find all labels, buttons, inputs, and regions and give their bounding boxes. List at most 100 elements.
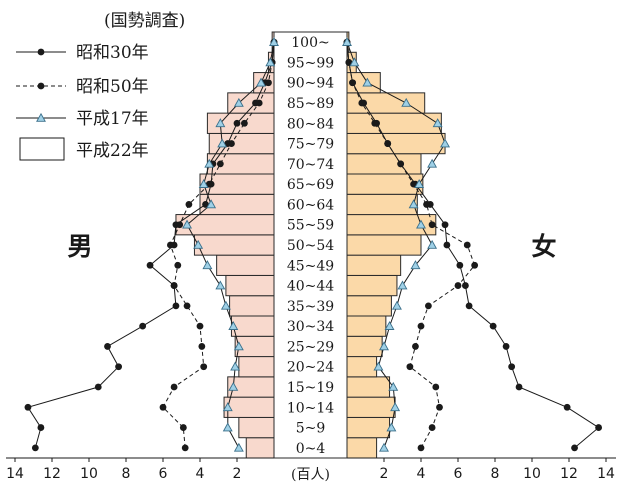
male-h17-point-11 [182, 219, 193, 229]
female-tick-label-2: 2 [380, 466, 389, 482]
age-label-column: 0~4 5~9 10~14 15~19 20~24 25~29 30~34 35~39 40~4… [273, 31, 348, 459]
female-s30-point-5 [502, 343, 510, 350]
male-bar-17 [227, 92, 275, 114]
male-h17-point-6 [228, 321, 239, 330]
female-tick-label-6: 6 [454, 466, 463, 482]
female-s30-point-9 [456, 261, 464, 269]
female-h17-point-11 [416, 219, 426, 229]
female-tick-label-8: 8 [491, 466, 500, 482]
female-s30-point-0 [571, 444, 578, 452]
female-bar-15 [346, 132, 446, 155]
male-s50-point-13 [205, 180, 213, 188]
male-h17-point-8 [215, 280, 226, 290]
male-s50-point-2 [159, 403, 167, 411]
female-s50-point-5 [412, 343, 419, 350]
female-h17-point-19 [349, 57, 360, 67]
legend-label-s30: 昭和30年 [76, 43, 149, 63]
male-h17-point-16 [215, 118, 226, 128]
female-s50-point-12 [423, 201, 430, 208]
legend-marker-h17 [36, 112, 46, 122]
female-s50-point-18 [349, 79, 356, 87]
male-tick-label-8: 8 [122, 466, 131, 482]
female-tick-label-14: 14 [597, 466, 615, 482]
male-h17-point-13 [198, 179, 209, 188]
male-h17-point-14 [204, 158, 215, 168]
male-h17-point-9 [202, 260, 213, 270]
female-bar-2 [346, 396, 396, 418]
legend-label-s50: 昭和50年 [76, 77, 149, 97]
male-s50-point-17 [255, 99, 263, 107]
male-bar-10 [193, 234, 275, 256]
male-s30-point-4 [115, 363, 122, 371]
male-tick-label-12: 12 [43, 466, 61, 482]
male-s50-point-7 [183, 302, 191, 310]
side-labels: 男女 [67, 232, 556, 261]
female-bar-9 [346, 254, 402, 276]
male-tick-label-10: 10 [80, 466, 98, 482]
male-s50-point-6 [196, 322, 204, 330]
age-label: 55~59 [287, 218, 334, 234]
male-bar-2 [223, 396, 275, 418]
age-label: 80~84 [287, 116, 334, 132]
male-bar-6 [230, 315, 275, 337]
male-h17-point-7 [220, 300, 231, 310]
female-h17-point-20 [342, 37, 352, 46]
female-bar-8 [346, 274, 398, 297]
male-s50-point-15 [228, 140, 235, 147]
age-label: 85~89 [287, 96, 334, 112]
male-s50-point-12 [185, 201, 193, 208]
age-label: 65~69 [287, 177, 334, 193]
female-s50-point-10 [463, 241, 471, 249]
female-s50-point-7 [425, 302, 432, 310]
female-h17-point-8 [397, 280, 408, 290]
male-s30-point-9 [146, 261, 154, 269]
male-tick-label-4: 4 [196, 466, 205, 482]
female-bar-4 [346, 356, 378, 378]
male-tick-label-2: 2 [233, 466, 242, 482]
female-tick-label-10: 10 [523, 466, 541, 482]
legend-swatch-h22 [19, 137, 65, 161]
female-bar-10 [346, 234, 422, 256]
legend-marker-s30 [37, 48, 45, 56]
age-label: 15~19 [287, 380, 334, 396]
male-h17-point-1 [222, 422, 233, 432]
female-s50-point-14 [397, 160, 405, 168]
female-s30-point-2 [563, 403, 571, 411]
female-s50-point-13 [410, 180, 417, 188]
female-h17-point-9 [410, 260, 421, 270]
male-tick-label-6: 6 [159, 466, 168, 482]
age-label: 100~ [291, 35, 329, 51]
male-bar-0 [245, 437, 275, 459]
female-bar-7 [346, 295, 392, 317]
age-label: 20~24 [287, 360, 334, 376]
female-s50-point-19 [345, 59, 353, 66]
age-label: 75~79 [287, 137, 334, 153]
male-s50-point-14 [216, 160, 224, 168]
female-h17-point-17 [401, 97, 412, 107]
female-s50-point-16 [371, 119, 379, 127]
age-label: 30~34 [287, 319, 334, 335]
male-h17-point-18 [256, 77, 267, 87]
unit-label: (百人) [291, 467, 330, 483]
male-s50-point-9 [174, 261, 182, 269]
female-s30-point-7 [465, 302, 473, 310]
female-tick-label-4: 4 [417, 466, 426, 482]
age-label: 35~39 [287, 299, 334, 315]
female-h17-point-14 [427, 158, 438, 168]
legend-label-h22: 平成22年 [76, 141, 149, 161]
male-bar-7 [229, 295, 275, 317]
legend-label-h17: 平成17年 [76, 109, 149, 129]
male-s50-point-18 [265, 79, 272, 87]
female-h17-point-1 [386, 422, 397, 432]
male-s30-point-2 [24, 403, 32, 411]
male-h17-point-20 [269, 37, 279, 46]
female-s50-point-4 [406, 363, 414, 371]
age-label: 0~4 [296, 441, 326, 457]
male-s30-point-3 [94, 383, 102, 391]
age-label: 95~99 [287, 55, 334, 71]
age-label: 10~14 [287, 400, 334, 416]
female-h17-point-0 [379, 442, 389, 452]
male-h17-point-19 [265, 57, 276, 67]
female-h17-point-10 [427, 239, 438, 249]
